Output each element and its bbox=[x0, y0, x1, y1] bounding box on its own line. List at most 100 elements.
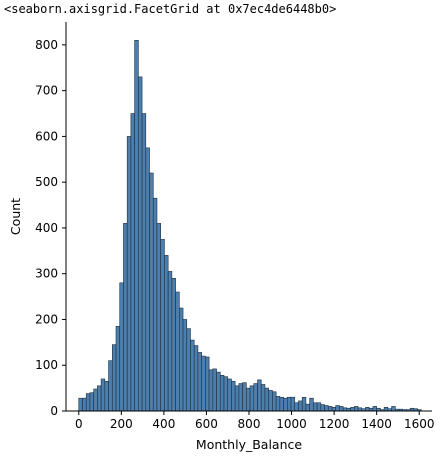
histogram-bar bbox=[97, 385, 102, 412]
histogram-bar bbox=[85, 393, 91, 412]
histogram-bar bbox=[290, 396, 296, 412]
histogram-bar bbox=[115, 326, 121, 412]
x-axis-ticks: 0 200 400 600 800 1000 1200 1400 1600 bbox=[75, 411, 435, 431]
x-tick-label: 1000 bbox=[276, 417, 307, 431]
histogram-bar bbox=[264, 387, 269, 412]
x-tick-label: 1200 bbox=[319, 417, 350, 431]
y-axis-ticks: 0 100 200 300 400 500 600 700 800 bbox=[35, 38, 66, 418]
histogram-bar bbox=[313, 402, 318, 412]
histogram-bar bbox=[108, 360, 113, 412]
histogram-bar bbox=[93, 388, 98, 412]
histogram-bar bbox=[205, 356, 210, 412]
histogram-bar bbox=[287, 396, 292, 412]
histogram-bar bbox=[145, 147, 150, 412]
histogram-bar bbox=[350, 407, 355, 412]
histogram-bar bbox=[331, 407, 337, 412]
histogram-bar bbox=[268, 390, 273, 412]
x-tick-label: 400 bbox=[152, 417, 175, 431]
histogram-bar bbox=[283, 397, 288, 412]
histogram-bar bbox=[201, 355, 206, 412]
histogram-bar bbox=[104, 380, 109, 412]
histogram-bar bbox=[242, 382, 247, 412]
histogram-bar bbox=[238, 383, 243, 412]
y-axis-label: Count bbox=[8, 198, 23, 235]
histogram-bar bbox=[160, 239, 165, 412]
histogram-bar bbox=[123, 223, 128, 412]
histogram-bar bbox=[272, 391, 277, 412]
histogram-bar bbox=[152, 197, 158, 412]
histogram-bar bbox=[186, 328, 191, 412]
histogram-bar bbox=[305, 403, 310, 412]
histogram-bar bbox=[227, 378, 232, 412]
histogram-bar bbox=[141, 113, 147, 412]
histogram-bar bbox=[126, 136, 132, 412]
histogram-bar bbox=[365, 407, 370, 412]
histogram-bar bbox=[275, 396, 281, 412]
histogram-bar bbox=[149, 172, 154, 412]
x-tick-label: 200 bbox=[110, 417, 133, 431]
histogram-bar bbox=[383, 407, 389, 412]
histogram-bars bbox=[78, 40, 422, 412]
x-tick-label: 1600 bbox=[404, 417, 435, 431]
histogram-bar bbox=[190, 339, 195, 412]
y-tick-label: 500 bbox=[35, 175, 58, 189]
histogram-bar bbox=[111, 344, 117, 412]
histogram-bar bbox=[138, 76, 143, 412]
histogram-bar bbox=[197, 352, 202, 412]
histogram-bar bbox=[253, 383, 258, 412]
histogram-bar bbox=[89, 392, 94, 412]
histogram-bar bbox=[78, 397, 83, 412]
histogram-bar bbox=[391, 406, 396, 412]
y-tick-label: 200 bbox=[35, 312, 58, 326]
histogram-bar bbox=[324, 405, 329, 412]
histogram-bar bbox=[82, 397, 87, 412]
histogram-bar bbox=[279, 396, 284, 412]
histogram-bar bbox=[354, 406, 359, 412]
y-tick-label: 100 bbox=[35, 358, 58, 372]
histogram-bar bbox=[175, 291, 180, 412]
histogram-bar bbox=[182, 319, 188, 412]
y-tick-label: 300 bbox=[35, 267, 58, 281]
histogram-bar bbox=[164, 255, 169, 412]
histogram-bar bbox=[249, 385, 255, 412]
histogram-bar bbox=[246, 387, 251, 412]
x-tick-label: 600 bbox=[195, 417, 218, 431]
x-tick-label: 0 bbox=[75, 417, 83, 431]
histogram-bar bbox=[316, 402, 322, 412]
histogram-bar bbox=[171, 277, 176, 412]
histogram-bar bbox=[257, 379, 262, 412]
histogram-bar bbox=[216, 371, 221, 412]
histogram-bar bbox=[309, 397, 314, 412]
histogram-bar bbox=[219, 375, 225, 412]
histogram-bar bbox=[372, 406, 377, 412]
histogram-bar bbox=[130, 113, 135, 412]
histogram-bar bbox=[134, 40, 139, 412]
histogram-bar bbox=[327, 406, 333, 412]
chart-axes: 0 200 400 600 800 1000 1200 1400 1600 0 100 200 300… bbox=[35, 22, 435, 431]
x-tick-label: 800 bbox=[238, 417, 261, 431]
histogram-bar bbox=[301, 396, 307, 412]
histogram-bar bbox=[339, 406, 344, 412]
y-tick-label: 600 bbox=[35, 129, 58, 143]
histogram-bar bbox=[179, 307, 184, 412]
x-axis-label: Monthly_Balance bbox=[196, 437, 302, 452]
histogram-bar bbox=[119, 282, 124, 412]
y-tick-label: 0 bbox=[50, 404, 58, 418]
histogram-bar bbox=[100, 378, 106, 412]
y-tick-label: 700 bbox=[35, 84, 58, 98]
histogram-bar bbox=[294, 402, 299, 412]
histogram-bar bbox=[320, 404, 325, 412]
histogram-bar bbox=[223, 376, 229, 412]
y-tick-label: 800 bbox=[35, 38, 58, 52]
histogram-bar bbox=[335, 405, 340, 412]
histogram-bar bbox=[234, 385, 240, 412]
histogram-bar bbox=[212, 368, 217, 412]
cell-output-text: <seaborn.axisgrid.FacetGrid at 0x7ec4de6… bbox=[4, 2, 337, 16]
histogram-bar bbox=[156, 223, 161, 412]
y-tick-label: 400 bbox=[35, 221, 58, 235]
histogram-bar bbox=[167, 271, 173, 412]
histogram-bar bbox=[231, 380, 236, 412]
histogram-bar bbox=[298, 400, 303, 412]
histogram-bar bbox=[208, 369, 214, 412]
